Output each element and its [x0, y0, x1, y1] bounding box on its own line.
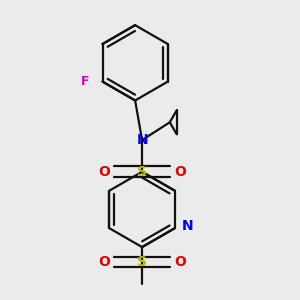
Text: O: O — [98, 165, 110, 179]
Text: O: O — [174, 165, 186, 179]
Text: N: N — [182, 219, 194, 233]
Text: F: F — [81, 75, 90, 88]
Text: O: O — [98, 255, 110, 269]
Text: N: N — [136, 133, 148, 147]
Text: S: S — [137, 165, 147, 179]
Text: S: S — [137, 255, 147, 269]
Text: O: O — [174, 255, 186, 269]
